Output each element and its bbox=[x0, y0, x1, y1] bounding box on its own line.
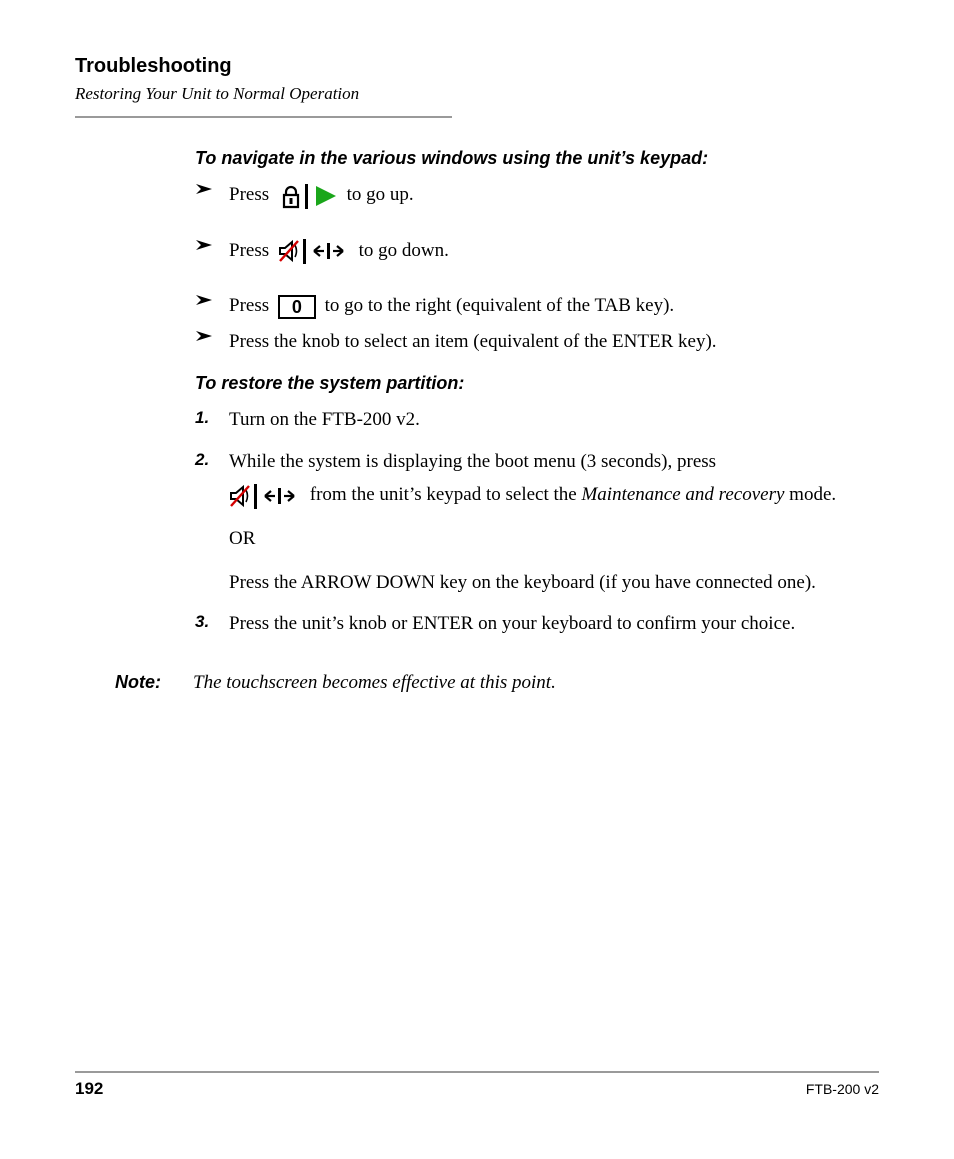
arrow-bullet-icon bbox=[195, 328, 229, 342]
note-row: Note: The touchscreen becomes effective … bbox=[115, 672, 879, 694]
section1-item-1-after: to go up. bbox=[347, 184, 414, 205]
section2-item-2-or: OR bbox=[229, 525, 879, 553]
section1-item-2-body: Press to go down. bbox=[229, 237, 879, 265]
section2-item-2-alt: Press the ARROW DOWN key on the keyboard… bbox=[229, 569, 879, 597]
section1-item-3: Press 0 to go to the right (equivalent o… bbox=[195, 292, 879, 320]
section2-item-2-line2-mid: from the unit’s keypad to select the bbox=[310, 484, 582, 505]
section1-item-2-after: to go down. bbox=[359, 240, 449, 261]
section2-item-2-body: While the system is displaying the boot … bbox=[229, 448, 879, 596]
speaker-arrows-icon bbox=[229, 483, 301, 509]
section1-item-4-text: Press the knob to select an item (equiva… bbox=[229, 331, 717, 352]
section2-item-2-line2-em: Maintenance and recovery bbox=[581, 484, 784, 505]
list-marker-3: 3. bbox=[195, 610, 229, 632]
section1-item-1-body: Press to go up. bbox=[229, 181, 879, 209]
arrow-bullet-icon bbox=[195, 237, 229, 251]
section2-item-3: 3. Press the unit’s knob or ENTER on you… bbox=[195, 610, 879, 638]
speaker-arrows-icon bbox=[278, 238, 350, 264]
list-marker-2: 2. bbox=[195, 448, 229, 470]
section2-item-1-text: Turn on the FTB-200 v2. bbox=[229, 409, 420, 430]
page-number: 192 bbox=[75, 1079, 103, 1099]
section1-item-3-body: Press 0 to go to the right (equivalent o… bbox=[229, 292, 879, 320]
section1-item-2: Press to go down. bbox=[195, 237, 879, 265]
list-marker-1: 1. bbox=[195, 406, 229, 428]
header-rule-wrap bbox=[75, 114, 879, 118]
section1-heading: To navigate in the various windows using… bbox=[195, 148, 879, 169]
section-heading: Troubleshooting bbox=[75, 55, 879, 78]
section1-item-4-body: Press the knob to select an item (equiva… bbox=[229, 328, 879, 356]
content: To navigate in the various windows using… bbox=[195, 148, 879, 638]
lock-play-icon bbox=[278, 183, 338, 209]
section2-item-2: 2. While the system is displaying the bo… bbox=[195, 448, 879, 596]
section1-item-1-before: Press bbox=[229, 184, 269, 205]
page: Troubleshooting Restoring Your Unit to N… bbox=[0, 0, 954, 1159]
section2-item-1-body: Turn on the FTB-200 v2. bbox=[229, 406, 879, 434]
section1-item-2-before: Press bbox=[229, 240, 269, 261]
footer: 192 FTB-200 v2 bbox=[75, 1071, 879, 1099]
section2-item-1: 1. Turn on the FTB-200 v2. bbox=[195, 406, 879, 434]
section2-heading: To restore the system partition: bbox=[195, 373, 879, 394]
section2-item-2-line2: from the unit’s keypad to select the Mai… bbox=[229, 481, 879, 509]
section2-item-3-text: Press the unit’s knob or ENTER on your k… bbox=[229, 613, 795, 634]
section2-item-2-line2-tail: mode. bbox=[784, 484, 836, 505]
footer-row: 192 FTB-200 v2 bbox=[75, 1079, 879, 1099]
section1-item-3-before: Press bbox=[229, 295, 269, 316]
arrow-bullet-icon bbox=[195, 181, 229, 195]
zero-key-icon: 0 bbox=[278, 295, 316, 319]
note-text: The touchscreen becomes effective at thi… bbox=[193, 672, 556, 694]
section1-item-4: Press the knob to select an item (equiva… bbox=[195, 328, 879, 356]
header-rule bbox=[75, 116, 452, 118]
section1-item-1: Press to go up. bbox=[195, 181, 879, 209]
footer-rule bbox=[75, 1071, 879, 1073]
section-subtitle: Restoring Your Unit to Normal Operation bbox=[75, 84, 879, 104]
section2-item-3-body: Press the unit’s knob or ENTER on your k… bbox=[229, 610, 879, 638]
note-label: Note: bbox=[115, 672, 193, 693]
section2-item-2-line1: While the system is displaying the boot … bbox=[229, 448, 879, 476]
arrow-bullet-icon bbox=[195, 292, 229, 306]
doc-id: FTB-200 v2 bbox=[806, 1081, 879, 1097]
section1-item-3-after: to go to the right (equivalent of the TA… bbox=[325, 295, 675, 316]
